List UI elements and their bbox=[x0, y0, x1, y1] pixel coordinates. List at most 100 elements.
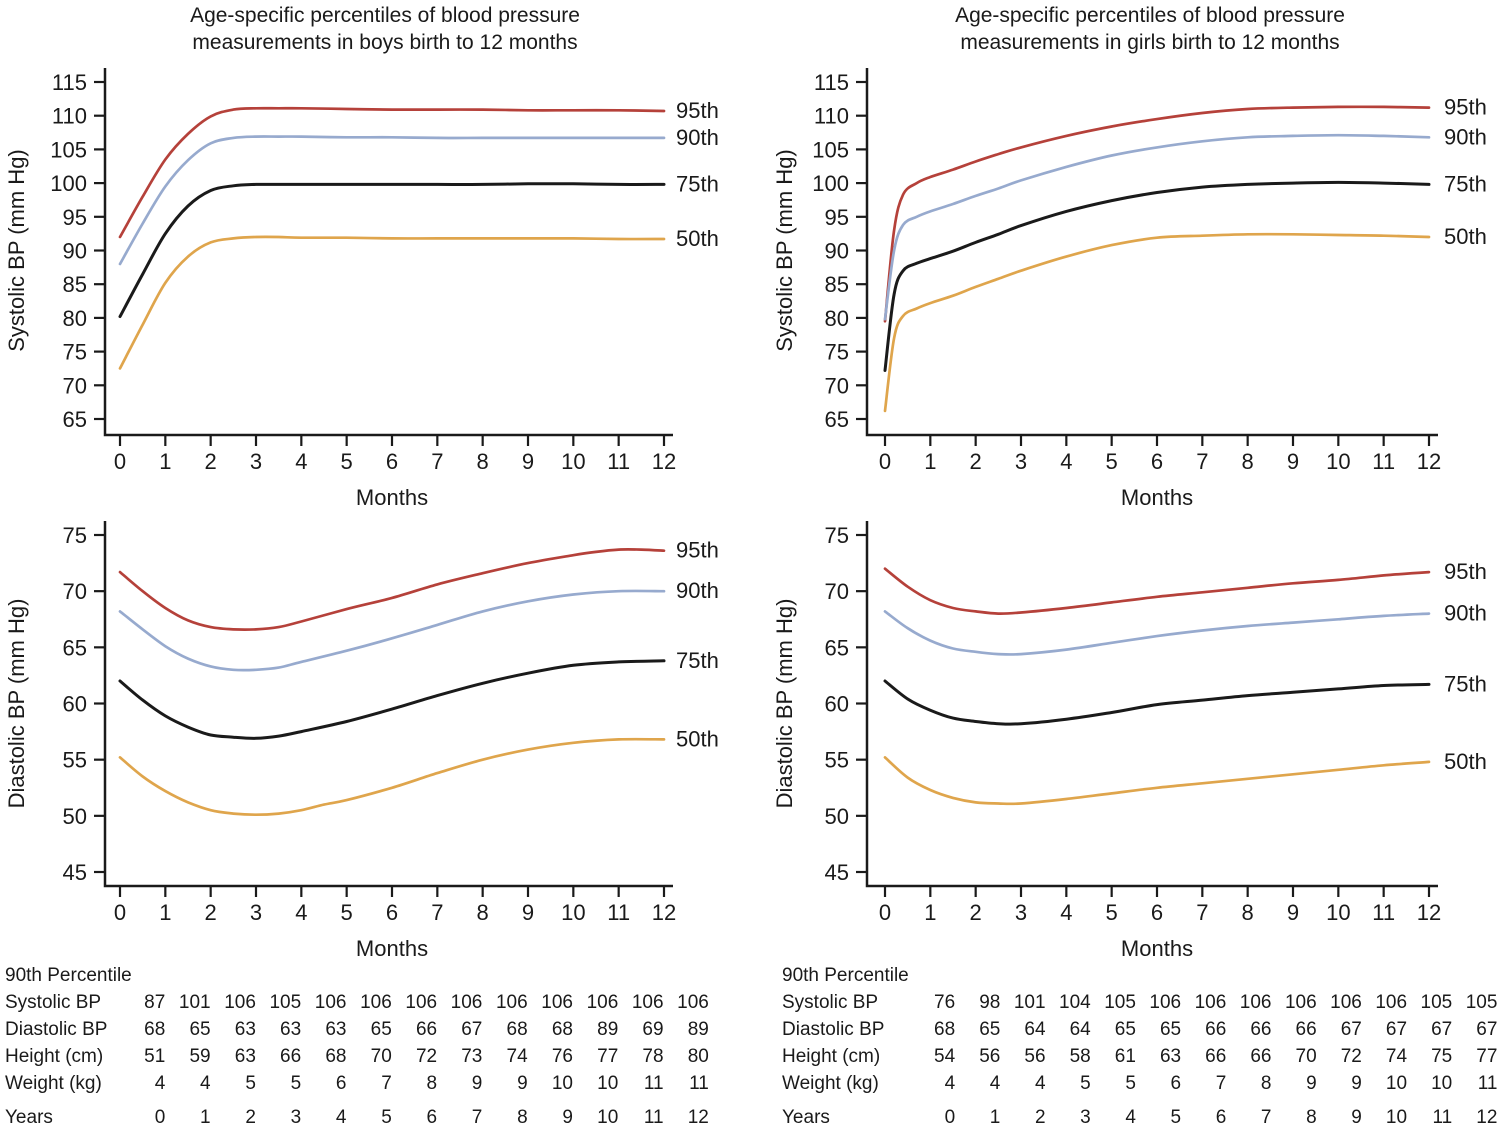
cell-value: 4 bbox=[200, 1073, 211, 1094]
x-tick-label: 12 bbox=[652, 900, 676, 925]
row-label: Height (cm) bbox=[5, 1046, 104, 1067]
y-tick-label: 75 bbox=[825, 523, 849, 548]
table-row: Height (cm) 54 56 56 58 61 63 66 66 70 72 74 75 77 bbox=[782, 1043, 1498, 1070]
x-tick-label: 5 bbox=[341, 449, 353, 474]
cell-value: 106 bbox=[314, 992, 347, 1013]
series-95th-curve bbox=[118, 106, 666, 239]
cell-value: 70 bbox=[1295, 1046, 1317, 1067]
cell-value: 105 bbox=[1420, 992, 1453, 1013]
cell-value: 4 bbox=[989, 1073, 1001, 1094]
x-tick-label: 11 bbox=[607, 449, 630, 474]
x-tick-label: 3 bbox=[250, 449, 262, 474]
x-tick-label: 8 bbox=[477, 900, 489, 925]
series-95th-curve bbox=[883, 567, 1431, 615]
cell-value: 10 bbox=[597, 1073, 619, 1094]
series-75th-curve bbox=[883, 180, 1431, 372]
cell-value: 5 bbox=[1170, 1107, 1182, 1128]
cell-value: 106 bbox=[450, 992, 483, 1013]
legend-label-95th: 95th bbox=[676, 538, 719, 563]
cell-value: 65 bbox=[189, 1019, 211, 1040]
cell-value: 4 bbox=[1125, 1107, 1136, 1128]
y-tick-label: 105 bbox=[50, 137, 87, 162]
cell-value: 10 bbox=[551, 1073, 573, 1094]
cell-value: 56 bbox=[979, 1046, 1001, 1067]
y-tick-label: 70 bbox=[63, 579, 87, 604]
series-90th-curve bbox=[118, 589, 666, 672]
legend-label-90th: 90th bbox=[676, 578, 719, 603]
cell-value: 105 bbox=[1465, 992, 1498, 1013]
row-label: Diastolic BP bbox=[5, 1019, 108, 1040]
x-tick-label: 9 bbox=[522, 900, 534, 925]
chart-title-girls: Age-specific percentiles of blood pressu… bbox=[820, 2, 1480, 56]
cell-value: 106 bbox=[495, 992, 528, 1013]
cell-value: 106 bbox=[677, 992, 709, 1013]
cell-value: 6 bbox=[426, 1107, 438, 1128]
cell-value: 10 bbox=[1385, 1073, 1408, 1094]
cell-value: 98 bbox=[979, 992, 1001, 1013]
legend-label-95th: 95th bbox=[1444, 559, 1487, 584]
cell-value: 9 bbox=[1351, 1107, 1362, 1128]
y-tick-label: 115 bbox=[814, 70, 849, 95]
y-tick-label: 65 bbox=[63, 635, 87, 660]
cell-value: 78 bbox=[642, 1046, 664, 1067]
table-row: Diastolic BP 68 65 64 64 65 65 66 66 66 67 67 67 67 bbox=[782, 1016, 1498, 1043]
cell-value: 68 bbox=[934, 1019, 956, 1040]
x-tick-label: 7 bbox=[1196, 900, 1208, 925]
chart-title-boys-line2: measurements in boys birth to 12 months bbox=[192, 31, 578, 54]
x-tick-label: 1 bbox=[924, 449, 936, 474]
series-50th-curve bbox=[883, 232, 1431, 413]
x-tick-label: 11 bbox=[1372, 900, 1395, 925]
table-header: 90th Percentile bbox=[782, 965, 909, 986]
cell-value: 106 bbox=[1149, 992, 1182, 1013]
y-axis-label: Diastolic BP (mm Hg) bbox=[4, 599, 29, 809]
x-tick-label: 12 bbox=[1417, 449, 1441, 474]
y-tick-label: 45 bbox=[63, 860, 87, 885]
cell-value: 68 bbox=[506, 1019, 528, 1040]
legend-label-90th: 90th bbox=[1444, 601, 1487, 626]
y-tick-label: 115 bbox=[52, 70, 87, 95]
cell-value: 106 bbox=[360, 992, 392, 1013]
legend-label-75th: 75th bbox=[1444, 671, 1487, 696]
x-tick-label: 7 bbox=[1196, 449, 1208, 474]
cell-value: 89 bbox=[597, 1019, 619, 1040]
cell-value: 74 bbox=[506, 1046, 528, 1067]
cell-value: 8 bbox=[1306, 1107, 1317, 1128]
cell-value: 3 bbox=[1080, 1107, 1091, 1128]
row-label: Diastolic BP bbox=[782, 1019, 885, 1040]
y-tick-label: 110 bbox=[52, 104, 87, 129]
y-tick-label: 50 bbox=[63, 804, 87, 829]
cell-value: 6 bbox=[1215, 1107, 1227, 1128]
series-90th-curve bbox=[118, 135, 666, 266]
series-95th-curve bbox=[883, 105, 1431, 323]
x-axis-label: Months bbox=[356, 485, 428, 510]
cell-value: 65 bbox=[1159, 1019, 1182, 1040]
legend-label-75th: 75th bbox=[1444, 171, 1487, 196]
cell-value: 76 bbox=[934, 992, 956, 1013]
cell-value: 5 bbox=[381, 1107, 392, 1128]
series-75th-curve bbox=[118, 659, 666, 740]
table-row: Height (cm) 51 59 63 66 68 70 72 73 74 76 77 78 80 bbox=[5, 1043, 710, 1070]
x-tick-label: 11 bbox=[607, 900, 630, 925]
x-tick-label: 4 bbox=[1060, 449, 1072, 474]
cell-value: 106 bbox=[586, 992, 619, 1013]
y-tick-label: 75 bbox=[825, 340, 849, 365]
x-tick-label: 6 bbox=[386, 900, 398, 925]
x-tick-label: 0 bbox=[879, 900, 891, 925]
x-tick-label: 0 bbox=[114, 900, 126, 925]
x-tick-label: 7 bbox=[431, 900, 443, 925]
table-header: 90th Percentile bbox=[5, 965, 132, 986]
cell-value: 2 bbox=[1034, 1107, 1046, 1128]
cell-value: 8 bbox=[517, 1107, 528, 1128]
cell-value: 87 bbox=[144, 992, 166, 1013]
x-tick-label: 4 bbox=[1060, 900, 1072, 925]
cell-value: 1 bbox=[989, 1107, 1001, 1128]
cell-value: 64 bbox=[1024, 1019, 1046, 1040]
table-row: Systolic BP 76 98 101 104 105 106 106 106 106 106 1… bbox=[782, 989, 1498, 1016]
cell-value: 5 bbox=[290, 1073, 302, 1094]
series-50th-curve bbox=[118, 737, 666, 817]
x-tick-label: 1 bbox=[924, 900, 936, 925]
axis-spine bbox=[103, 521, 673, 888]
cell-value: 77 bbox=[1476, 1046, 1498, 1067]
cell-value: 73 bbox=[461, 1046, 483, 1067]
cell-value: 67 bbox=[1340, 1019, 1362, 1040]
